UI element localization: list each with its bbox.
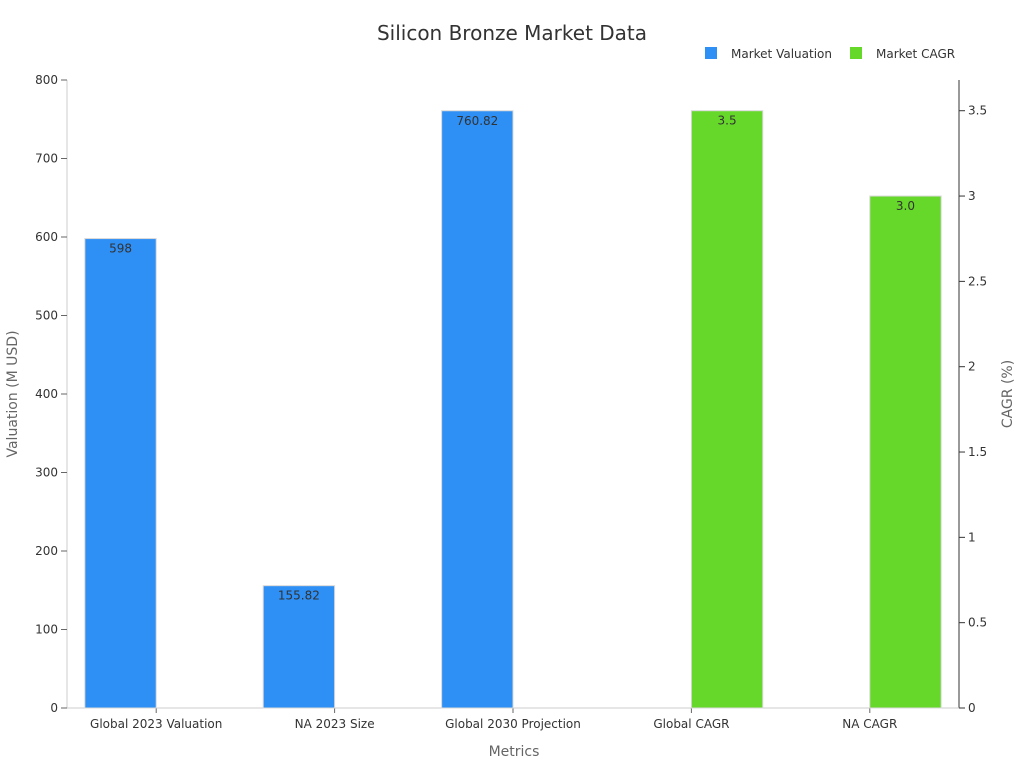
bar-market-valuation [262, 585, 336, 709]
bar-value-label: 598 [109, 242, 132, 256]
y2-tick-label: 2.5 [968, 274, 987, 288]
y2-tick-label: 2 [968, 360, 976, 374]
legend-swatch-market-valuation [705, 47, 717, 59]
y2-tick-label: 0 [968, 701, 976, 715]
y2-tick-label: 1 [968, 530, 976, 544]
bars [84, 110, 942, 709]
x-tick-label: NA CAGR [842, 717, 897, 731]
bar-value-label: 3.5 [718, 114, 737, 128]
y2-axis-ticks: 0 0.5 1 1.5 2 2.5 3 3.5 [959, 104, 987, 715]
legend-swatch-market-cagr [850, 47, 862, 59]
y-axis-title: Valuation (M USD) [5, 330, 21, 457]
y-tick-label: 400 [35, 387, 58, 401]
y2-tick-label: 3 [968, 189, 976, 203]
x-tick-label: Global 2023 Valuation [90, 717, 222, 731]
legend-label-market-valuation: Market Valuation [731, 47, 832, 61]
bar-value-label: 155.82 [278, 589, 320, 603]
y-tick-label: 500 [35, 309, 58, 323]
y-tick-label: 100 [35, 623, 58, 637]
y2-axis-title: CAGR (%) [1000, 360, 1016, 428]
y-tick-label: 0 [50, 701, 58, 715]
x-axis-title: Metrics [489, 744, 540, 760]
y-tick-label: 800 [35, 73, 58, 87]
x-tick-label: NA 2023 Size [295, 717, 375, 731]
legend: Market Valuation Market CAGR [705, 47, 955, 61]
chart-title: Silicon Bronze Market Data [377, 21, 647, 45]
legend-label-market-cagr: Market CAGR [876, 47, 955, 61]
bar-market-valuation [441, 110, 514, 709]
x-axis-ticks: Global 2023 Valuation NA 2023 Size Global … [90, 708, 897, 731]
y-tick-label: 700 [35, 152, 58, 166]
y-tick-label: 600 [35, 230, 58, 244]
y-tick-label: 300 [35, 466, 58, 480]
bar-labels: 598 155.82 760.82 3.5 3.0 [109, 114, 915, 603]
y2-tick-label: 3.5 [968, 104, 987, 118]
y-axis-ticks: 0 100 200 300 400 500 600 700 800 [35, 73, 67, 715]
bar-value-label: 760.82 [456, 114, 498, 128]
x-tick-label: Global 2030 Projection [445, 717, 581, 731]
y-tick-label: 200 [35, 544, 58, 558]
bar-market-cagr [690, 110, 764, 709]
x-tick-label: Global CAGR [653, 717, 729, 731]
y2-tick-label: 0.5 [968, 616, 987, 630]
bar-value-label: 3.0 [896, 199, 915, 213]
bar-market-valuation [84, 238, 157, 709]
y2-tick-label: 1.5 [968, 445, 987, 459]
bar-market-cagr [869, 195, 942, 709]
